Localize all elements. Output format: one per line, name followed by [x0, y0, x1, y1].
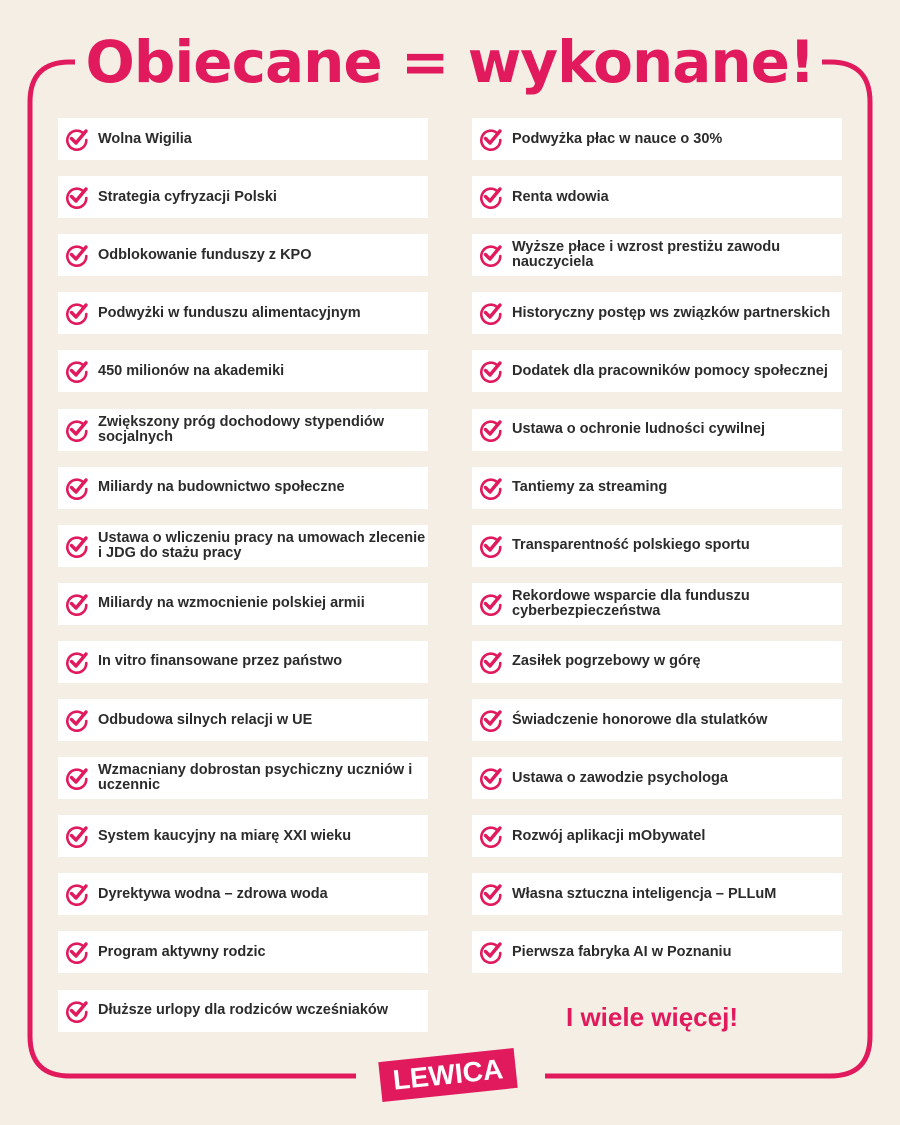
check-circle-icon: [480, 245, 502, 268]
list-item-label: Zwiększony próg dochodowy stypendiów soc…: [98, 413, 384, 445]
list-item-label: Odblokowanie funduszy z KPO: [98, 246, 312, 263]
list-item: In vitro finansowane przez państwo: [58, 640, 428, 683]
list-item-label: Wyższe płace i wzrost prestiżu zawodu na…: [512, 239, 781, 271]
check-circle-icon: [480, 535, 502, 558]
check-circle-icon: [66, 1000, 88, 1023]
list-item-label: Ustawa o ochronie ludności cywilnej: [512, 421, 765, 437]
list-item-label: Zasiłek pogrzebowy w górę: [512, 653, 701, 670]
check-circle-icon: [66, 942, 88, 965]
list-item-label: Własna sztuczna inteligencja – PLLuM: [512, 885, 777, 902]
check-circle-icon: [480, 826, 502, 849]
check-circle-icon: [66, 884, 88, 907]
list-item-label: System kaucyjny na miarę XXI wieku: [98, 827, 352, 844]
list-item: Zasiłek pogrzebowy w górę: [472, 640, 842, 683]
list-item-label: Pierwsza fabryka AI w Poznaniu: [512, 943, 732, 960]
check-circle-icon: [66, 768, 88, 791]
list-item-label: 450 milionów na akademiki: [98, 362, 285, 379]
check-circle-icon: [480, 303, 502, 326]
list-item-label: Strategia cyfryzacji Polski: [98, 188, 277, 205]
list-item-label: Miliardy na budownictwo społeczne: [98, 479, 345, 496]
list-item-label: Tantiemy za streaming: [512, 479, 668, 496]
list-item: Ustawa o zawodzie psychologa: [472, 757, 842, 800]
page-title: Obiecane = wykonane!: [85, 28, 816, 96]
check-circle-icon: [480, 652, 502, 674]
check-circle-icon: [480, 594, 502, 616]
list-item: Odbudowa silnych relacji w UE: [58, 699, 428, 741]
list-item-label: Rozwój aplikacji mObywatel: [512, 827, 706, 844]
check-circle-icon: [66, 303, 88, 326]
list-item-label: Świadczenie honorowe dla stulatków: [512, 711, 768, 728]
list-item-label: Podwyżki w funduszu alimentacyjnym: [98, 304, 361, 321]
list-item: Ustawa o wliczeniu pracy na umowach zlec…: [58, 524, 428, 567]
check-circle-icon: [66, 710, 88, 732]
list-item: Wolna Wigilia: [58, 118, 428, 160]
list-item: 450 milionów na akademiki: [58, 350, 428, 393]
list-item-label: Wolna Wigilia: [98, 130, 192, 147]
list-item-label: Ustawa o zawodzie psychologa: [512, 769, 728, 786]
list-item: Miliardy na wzmocnienie polskiej armii: [58, 582, 428, 625]
check-circle-icon: [66, 535, 88, 558]
check-circle-icon: [66, 129, 88, 151]
list-item-label: In vitro finansowane przez państwo: [98, 653, 343, 670]
list-item: Renta wdowia: [472, 176, 842, 219]
list-item: Wzmacniany dobrostan psychiczny uczniów …: [58, 757, 428, 800]
check-circle-icon: [480, 710, 502, 732]
check-circle-icon: [66, 826, 88, 849]
list-item-label: Program aktywny rodzic: [98, 943, 266, 960]
list-item: Podwyżki w funduszu alimentacyjnym: [58, 292, 428, 335]
list-item-label: Odbudowa silnych relacji w UE: [98, 711, 313, 728]
list-item-label: Transparentność polskiego sportu: [512, 537, 750, 554]
list-item: Ustawa o ochronie ludności cywilnej: [472, 408, 842, 451]
list-item: Transparentność polskiego sportu: [472, 524, 842, 567]
list-item: Odblokowanie funduszy z KPO: [58, 234, 428, 277]
more-text: I wiele więcej!: [566, 1002, 738, 1032]
list-item-label: Ustawa o wliczeniu pracy na umowach zlec…: [98, 529, 426, 561]
list-item: Świadczenie honorowe dla stulatków: [472, 699, 842, 741]
check-circle-icon: [66, 652, 88, 674]
check-circle-icon: [66, 245, 88, 268]
list-item: Historyczny postęp ws związków partnersk…: [472, 292, 842, 335]
list-item-label: Dłuższe urlopy dla rodziców wcześniaków: [98, 1002, 389, 1018]
check-circle-icon: [480, 187, 502, 210]
list-item: Program aktywny rodzic: [58, 931, 428, 974]
list-item: Wyższe płace i wzrost prestiżu zawodu na…: [472, 234, 842, 277]
check-circle-icon: [480, 884, 502, 907]
list-item-label: Miliardy na wzmocnienie polskiej armii: [98, 595, 365, 612]
list-item: Pierwsza fabryka AI w Poznaniu: [472, 931, 842, 974]
list-item: Tantiemy za streaming: [472, 466, 842, 509]
list-item: Strategia cyfryzacji Polski: [58, 176, 428, 219]
check-circle-icon: [480, 477, 502, 500]
list-item-label: Podwyżka płac w nauce o 30%: [512, 130, 723, 147]
list-item: Zwiększony próg dochodowy stypendiów soc…: [58, 408, 428, 451]
list-item: Rekordowe wsparcie dla funduszu cyberbez…: [472, 582, 842, 625]
list-item: Rozwój aplikacji mObywatel: [472, 815, 842, 858]
list-item-label: Dyrektywa wodna – zdrowa woda: [98, 885, 328, 902]
list-item-label: Rekordowe wsparcie dla funduszu cyberbez…: [512, 587, 750, 619]
list-item-label: Historyczny postęp ws związków partnersk…: [512, 304, 831, 321]
check-circle-icon: [480, 942, 502, 965]
check-circle-icon: [66, 361, 88, 384]
list-item: Dyrektywa wodna – zdrowa woda: [58, 873, 428, 916]
check-circle-icon: [66, 187, 88, 210]
list-item: Własna sztuczna inteligencja – PLLuM: [472, 873, 842, 916]
list-item: Dodatek dla pracowników pomocy społeczne…: [472, 350, 842, 393]
list-item-label: Wzmacniany dobrostan psychiczny uczniów …: [98, 762, 413, 794]
list-item: Miliardy na budownictwo społeczne: [58, 466, 428, 509]
check-circle-icon: [480, 361, 502, 384]
check-circle-icon: [480, 768, 502, 791]
list-item-label: Renta wdowia: [512, 188, 609, 205]
list-item-label: Dodatek dla pracowników pomocy społeczne…: [512, 362, 828, 379]
list-item: Dłuższe urlopy dla rodziców wcześniaków: [58, 989, 428, 1032]
check-circle-icon: [480, 419, 502, 442]
check-circle-icon: [66, 477, 88, 500]
check-circle-icon: [480, 129, 502, 151]
list-item: System kaucyjny na miarę XXI wieku: [58, 815, 428, 858]
check-circle-icon: [66, 419, 88, 442]
list-item: Podwyżka płac w nauce o 30%: [472, 118, 842, 160]
check-circle-icon: [66, 594, 88, 616]
